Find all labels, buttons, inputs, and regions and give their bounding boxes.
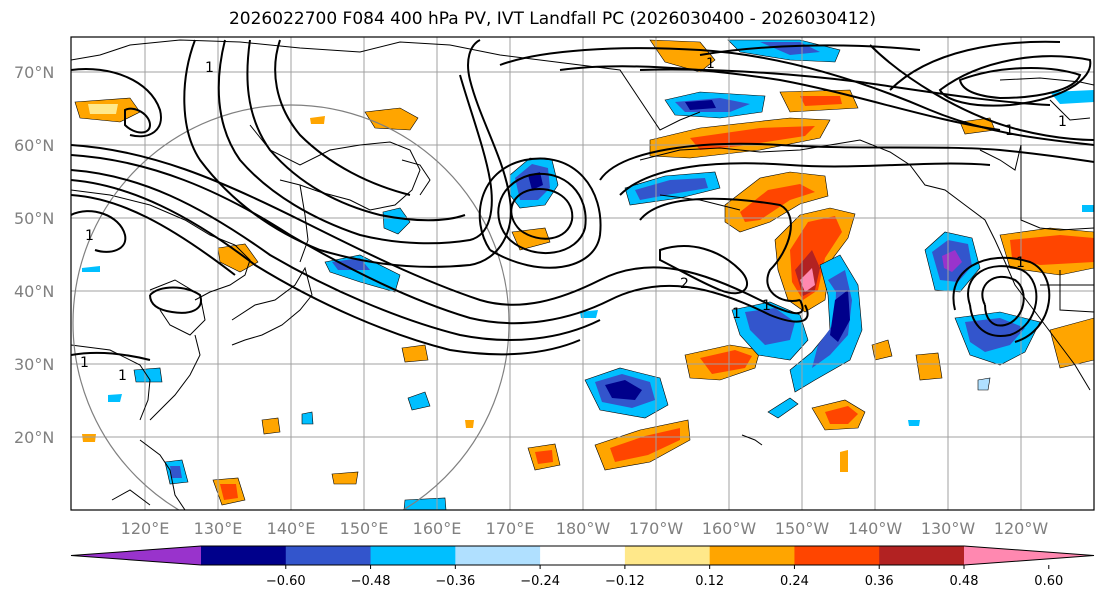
colorbar-swatch	[285, 546, 372, 565]
contour-label: 1	[706, 56, 715, 72]
colorbar-tick-label: 0.24	[780, 574, 809, 589]
contour-label: 1	[1058, 114, 1067, 130]
colorbar-tick-label: −0.24	[520, 574, 560, 589]
positive-anomaly-patches	[74, 39, 1094, 506]
lon-label: 150°E	[340, 519, 389, 538]
lon-label: 160°W	[702, 519, 757, 538]
latitude-labels: 70°N 60°N 50°N 40°N 30°N 20°N	[14, 63, 54, 447]
lat-label: 50°N	[14, 209, 54, 228]
contour-label: 1	[1005, 123, 1014, 139]
contour-label: 1	[205, 60, 214, 76]
colorbar-swatch	[624, 546, 711, 565]
lon-label: 170°E	[486, 519, 535, 538]
colorbar-tick-label: 0.60	[1034, 574, 1063, 589]
contour-label: 1	[80, 355, 89, 371]
contour-label: 1	[85, 228, 94, 244]
lon-label: 170°W	[629, 519, 684, 538]
colorbar-tick-label: −0.48	[351, 574, 391, 589]
shaded-field	[74, 39, 1094, 510]
lat-label: 20°N	[14, 428, 54, 447]
colorbar-swatch	[455, 546, 541, 565]
colorbar-tick-label: −0.12	[605, 574, 645, 589]
negative-anomaly-patches	[82, 39, 1094, 510]
lon-label: 120°E	[121, 519, 170, 538]
colorbar-swatch	[201, 546, 287, 565]
colorbar-tick-label: −0.60	[266, 574, 306, 589]
map-frame	[70, 36, 1095, 511]
colorbar-swatch	[709, 546, 795, 565]
lon-label: 130°E	[194, 519, 243, 538]
colorbar-swatch	[794, 546, 880, 565]
colorbar-extend-min	[71, 546, 201, 565]
lat-label: 30°N	[14, 355, 54, 374]
colorbar-tick-label: 0.12	[695, 574, 724, 589]
map-title: 2026022700 F084 400 hPa PV, IVT Landfall…	[228, 9, 876, 29]
contour-label: 1	[732, 306, 741, 322]
lon-label: 140°W	[848, 519, 903, 538]
colorbar-swatch	[879, 546, 965, 565]
lon-label: 160°E	[413, 519, 462, 538]
colorbar-tick-label: 0.48	[950, 574, 979, 589]
colorbar-outline	[70, 545, 1095, 566]
colorbar-swatch	[540, 546, 626, 565]
lon-label: 120°W	[994, 519, 1049, 538]
lon-label: 130°W	[921, 519, 976, 538]
lat-label: 40°N	[14, 282, 54, 301]
lon-label: 140°E	[267, 519, 316, 538]
contour-label: 1	[118, 368, 127, 384]
colorbar-tick-label: 0.36	[865, 574, 894, 589]
colorbar-extend-max	[964, 546, 1094, 565]
colorbar-tick-label: −0.36	[435, 574, 475, 589]
contour-label: 2	[680, 276, 689, 292]
contour-label: 1	[1016, 255, 1025, 271]
contour-labels: 1 1 1 1 2 1 1 1 1 1 1	[80, 56, 1067, 384]
lat-label: 60°N	[14, 136, 54, 155]
colorbar: −0.60 −0.48 −0.36 −0.24 −0.12 0.12 0.24 0.36 0.4…	[70, 545, 1095, 589]
pv-contours	[71, 39, 1094, 361]
longitude-labels: 120°E 130°E 140°E 150°E 160°E 170°E 180°…	[121, 519, 1049, 538]
lat-label: 70°N	[14, 63, 54, 82]
contour-label: 1	[762, 298, 771, 314]
lon-label: 180°W	[556, 519, 611, 538]
graticule	[71, 37, 1094, 510]
lon-label: 150°W	[775, 519, 830, 538]
colorbar-swatch	[370, 546, 456, 565]
coastlines	[71, 39, 1094, 510]
